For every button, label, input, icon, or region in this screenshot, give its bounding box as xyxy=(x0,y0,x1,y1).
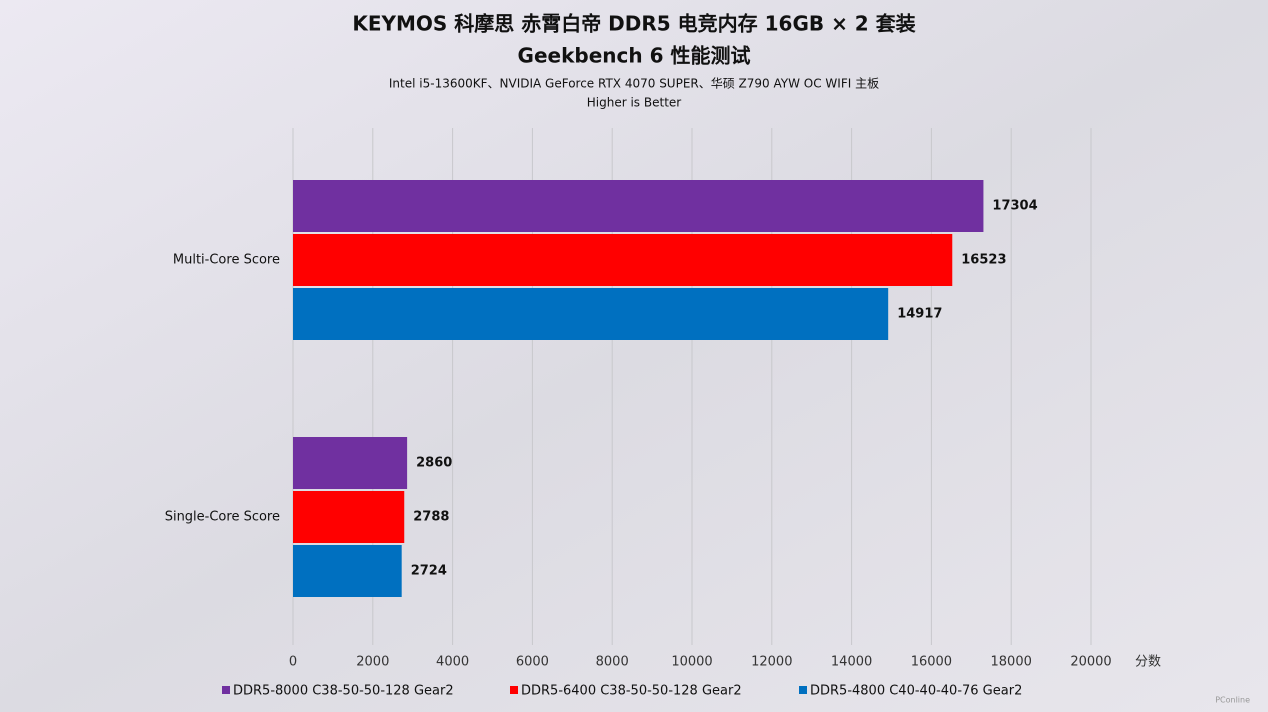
value-label: 2724 xyxy=(411,564,447,579)
legend-label: DDR5-4800 C40-40-40-76 Gear2 xyxy=(810,684,1022,699)
legend-label: DDR5-6400 C38-50-50-128 Gear2 xyxy=(521,684,742,699)
x-tick-label: 0 xyxy=(289,655,297,670)
note: Intel i5-13600KF、NVIDIA GeForce RTX 4070… xyxy=(389,77,879,91)
chart-subtitle: Geekbench 6 性能测试 xyxy=(518,44,751,68)
x-tick-label: 4000 xyxy=(436,655,469,670)
x-tick-label: 10000 xyxy=(671,655,712,670)
y-tick-label: Single-Core Score xyxy=(165,510,280,525)
bar xyxy=(293,491,405,543)
x-tick-label: 8000 xyxy=(596,655,629,670)
x-tick-label: 16000 xyxy=(911,655,952,670)
note: Higher is Better xyxy=(587,96,682,110)
bar xyxy=(293,545,402,597)
legend-swatch xyxy=(222,686,230,694)
bar xyxy=(293,234,953,286)
value-label: 17304 xyxy=(992,199,1037,214)
x-tick-label: 20000 xyxy=(1070,655,1111,670)
legend-swatch xyxy=(799,686,807,694)
value-label: 16523 xyxy=(961,253,1006,268)
watermark: PConline xyxy=(1215,696,1250,705)
value-label: 2788 xyxy=(413,510,449,525)
legend-label: DDR5-8000 C38-50-50-128 Gear2 xyxy=(233,684,454,699)
legend-swatch xyxy=(510,686,518,694)
x-tick-label: 14000 xyxy=(831,655,872,670)
x-tick-label: 18000 xyxy=(991,655,1032,670)
x-tick-label: 6000 xyxy=(516,655,549,670)
x-axis-label: 分数 xyxy=(1135,655,1161,670)
x-tick-label: 2000 xyxy=(356,655,389,670)
bar xyxy=(293,288,889,340)
bar xyxy=(293,437,408,489)
y-tick-label: Multi-Core Score xyxy=(173,253,280,268)
value-label: 2860 xyxy=(416,456,452,471)
value-label: 14917 xyxy=(897,307,942,322)
x-tick-label: 12000 xyxy=(751,655,792,670)
bar xyxy=(293,180,984,232)
chart-title: KEYMOS 科摩思 赤霄白帝 DDR5 电竞内存 16GB × 2 套装 xyxy=(352,12,915,36)
